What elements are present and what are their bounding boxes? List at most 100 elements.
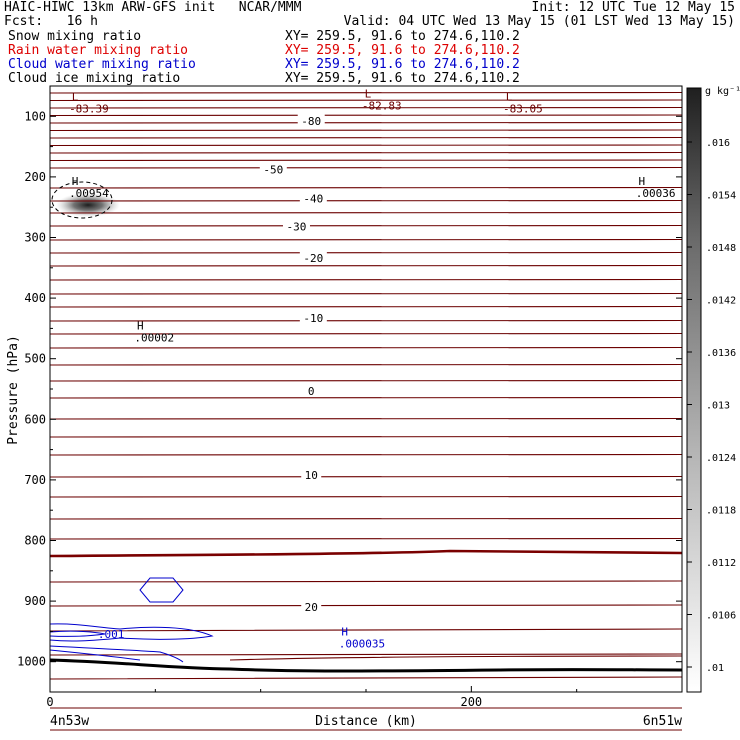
- isotherm-line: [49, 475, 683, 478]
- field-name-rain: Rain water mixing ratio: [8, 43, 189, 58]
- isotherm-line: [49, 224, 683, 227]
- isotherm-line: [49, 278, 683, 281]
- isotherm-line: [49, 628, 683, 632]
- cloud-water-contour: [49, 645, 184, 663]
- field-name-snow: Snow mixing ratio: [8, 29, 142, 44]
- isotherm-line: [49, 305, 683, 308]
- isotherm-line: [49, 91, 683, 94]
- isotherm-label: -50: [263, 164, 283, 177]
- x-axis-label: Distance (km): [315, 714, 417, 729]
- isotherm-line: [49, 251, 683, 254]
- forecast-hour: Fcst: 16 h: [4, 14, 98, 29]
- isotherm-label: -20: [303, 252, 323, 265]
- colorbar-tick-label: .013: [706, 401, 730, 412]
- isotherm-label: -40: [303, 193, 323, 206]
- extremum-value: -82.83: [362, 99, 402, 112]
- cloud-water-contour-ring: [139, 577, 184, 603]
- isotherm-line: [49, 495, 683, 498]
- isotherm-line: [49, 396, 683, 399]
- colorbar-tick-label: .0106: [706, 611, 736, 622]
- isotherm-label: -30: [287, 221, 307, 234]
- x-left-endpoint-label: 4n53w: [50, 714, 89, 729]
- contour-label-bg: [299, 251, 327, 265]
- init-time: Init: 12 UTC Tue 12 May 15: [531, 0, 736, 15]
- isotherm-label: 20: [305, 601, 318, 614]
- colorbar: [686, 87, 702, 693]
- extremum-symbol: L: [365, 87, 372, 100]
- colorbar-tick-label: .0136: [706, 348, 736, 359]
- colorbar-tick-label: .0154: [706, 191, 736, 202]
- isotherm-label: 10: [305, 469, 318, 482]
- isotherm-line: [49, 159, 683, 162]
- isotherm-zero-line: [49, 549, 683, 558]
- isotherm-line: [49, 417, 683, 420]
- isotherm-line: [49, 99, 683, 102]
- isotherm-line: [49, 319, 683, 322]
- isotherm-line: [49, 346, 683, 349]
- isotherm-line: [49, 363, 683, 366]
- isotherm-line: [49, 653, 683, 656]
- field-xy-cloudice: XY= 259.5, 91.6 to 274.6,110.2: [285, 71, 520, 86]
- colorbar-tick-label: .0142: [706, 296, 736, 307]
- y-tick-label: 300: [24, 231, 46, 245]
- isotherm-line: [49, 537, 683, 540]
- isotherm-line: [49, 332, 683, 335]
- isotherm-line: [229, 655, 683, 661]
- y-axis-label: Pressure (hPa): [6, 335, 21, 445]
- contour-label-bg: [301, 468, 322, 482]
- contour-label-bg: [299, 191, 327, 205]
- model-title: HAIC-HIWC 13km ARW-GFS init NCAR/MMM: [4, 0, 302, 15]
- extremum-symbol: L: [506, 90, 513, 103]
- field-xy-cloudwater: XY= 259.5, 91.6 to 274.6,110.2: [285, 57, 520, 72]
- isotherm-line: [49, 121, 683, 124]
- extremum-symbol: L: [72, 90, 79, 103]
- isotherm-line: [49, 292, 683, 295]
- contour-label-bg: [299, 311, 327, 325]
- isotherm-line: [49, 379, 683, 382]
- y-tick-label: 800: [24, 534, 46, 548]
- isotherm-line: [49, 580, 683, 583]
- field-name-cloudwater: Cloud water mixing ratio: [8, 57, 196, 72]
- colorbar-tick-label: .0124: [706, 453, 736, 464]
- colorbar-tick-label: .01: [706, 663, 724, 674]
- isotherm-line: [49, 604, 683, 607]
- terrain-surface-line: [49, 658, 683, 673]
- contour-label-bg: [304, 383, 318, 397]
- extremum-symbol: H: [137, 319, 144, 332]
- isotherm-line: [49, 238, 683, 241]
- isotherm-label: 0: [308, 385, 315, 398]
- cloud-water-contour: [49, 649, 141, 661]
- isotherm-line: [49, 136, 683, 139]
- y-tick-label: 100: [24, 109, 46, 123]
- y-tick-label: 200: [24, 170, 46, 184]
- x-right-endpoint-label: 6n51w: [643, 714, 682, 729]
- snow-dashed-contour: [51, 181, 113, 219]
- contour-label-bg: [297, 114, 325, 128]
- isotherm-line: [49, 151, 683, 154]
- field-name-cloudice: Cloud ice mixing ratio: [8, 71, 181, 86]
- colorbar-tick-label: .016: [706, 138, 730, 149]
- isotherm-line: [49, 435, 683, 438]
- extremum-value: .000035: [339, 637, 385, 650]
- extremum-value: .00002: [134, 331, 174, 344]
- isotherm-line: [49, 199, 683, 202]
- isotherm-line: [49, 106, 683, 109]
- cloud-water-contour: [49, 630, 106, 637]
- isotherm-label: -10: [303, 312, 323, 325]
- y-tick-label: 500: [24, 352, 46, 366]
- isotherm-line: [49, 144, 683, 147]
- contour-label-bg: [282, 219, 310, 233]
- x-tick-label: 200: [460, 695, 482, 709]
- colorbar-tick-label: .0148: [706, 243, 736, 254]
- extremum-value: -83.05: [503, 102, 543, 115]
- y-tick-label: 600: [24, 412, 46, 426]
- y-tick-label: 900: [24, 594, 46, 608]
- snow-max-shading: [56, 193, 120, 217]
- isotherm-line: [49, 676, 683, 680]
- colorbar-tick-label: .0118: [706, 506, 736, 517]
- contour-label-bg: [301, 600, 322, 614]
- cloud-water-contour: [49, 623, 214, 642]
- extremum-symbol: H: [638, 175, 645, 188]
- field-xy-snow: XY= 259.5, 91.6 to 274.6,110.2: [285, 29, 520, 44]
